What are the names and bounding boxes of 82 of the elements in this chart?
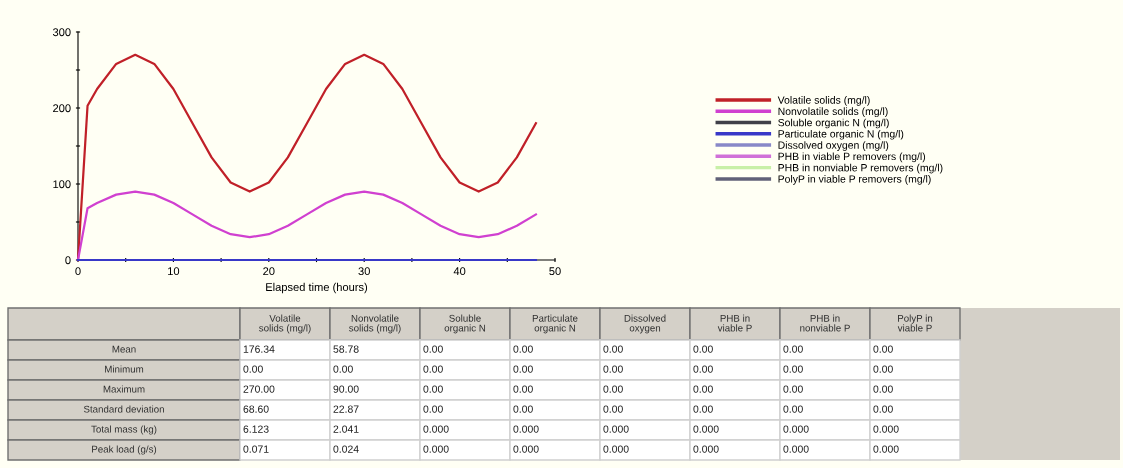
- line-series: [76, 190, 538, 262]
- x-tick-label: 40: [453, 267, 466, 276]
- text: 0.00: [693, 385, 713, 393]
- legend-label: Soluble organic N (mg/l): [778, 118, 889, 129]
- text: 0.000: [603, 425, 629, 433]
- text: 0.00: [783, 405, 803, 413]
- text: 0.000: [603, 445, 629, 453]
- text: 0.000: [783, 425, 809, 433]
- text: 0.00: [873, 385, 893, 393]
- text: Minimum: [105, 365, 144, 373]
- text: Dissolved oxygen: [624, 314, 666, 334]
- text: 68.60: [243, 405, 269, 413]
- text: 0.00: [333, 365, 353, 373]
- text: 0.000: [693, 425, 719, 433]
- text: 0.00: [423, 385, 443, 393]
- text: Soluble organic N: [444, 314, 486, 334]
- text: Maximum: [103, 385, 145, 393]
- text: 90.00: [333, 385, 359, 393]
- text: 58.78: [333, 345, 359, 353]
- y-tick-label: 0: [65, 256, 71, 265]
- text: 6.123: [243, 425, 269, 433]
- x-tick-label: 20: [263, 267, 275, 276]
- text: 0.071: [243, 445, 269, 453]
- text: Volatile solids (mg/l): [259, 314, 311, 334]
- text: 0.000: [423, 445, 449, 453]
- legend-label: PolyP in viable P removers (mg/l): [778, 175, 931, 185]
- text: 0.000: [873, 425, 899, 433]
- text: 0.024: [333, 445, 359, 453]
- x-axis-title: Elapsed time (hours): [266, 282, 368, 294]
- text: 0.00: [423, 365, 443, 373]
- text: Particulate organic N: [532, 314, 578, 334]
- text: 0.00: [693, 345, 713, 353]
- text: Peak load (g/s): [92, 445, 157, 455]
- text: 270.00: [243, 385, 275, 393]
- text: 22.87: [333, 405, 359, 413]
- text: 0.000: [513, 445, 539, 453]
- text: 0.00: [513, 365, 533, 373]
- text: 0.00: [873, 405, 893, 413]
- legend-label: Volatile solids (mg/l): [777, 96, 870, 106]
- text: 0.00: [603, 385, 623, 393]
- text: Mean: [112, 345, 136, 353]
- text: 0.000: [423, 425, 449, 433]
- text: 0.000: [693, 445, 719, 453]
- text: 0.000: [873, 445, 899, 453]
- text: 0.00: [513, 405, 533, 413]
- text: 0.00: [243, 365, 263, 373]
- x-tick-label: 0: [75, 267, 81, 276]
- x-tick-label: 10: [168, 267, 180, 276]
- text: 0.00: [693, 365, 713, 373]
- text: PHB in viable P: [717, 314, 752, 332]
- text: 0.00: [513, 345, 533, 353]
- text: 0.00: [783, 365, 803, 373]
- text: 0.00: [873, 345, 893, 353]
- x-tick-label: 30: [358, 267, 370, 276]
- text: 0.00: [873, 365, 893, 373]
- text: 0.00: [693, 405, 713, 413]
- text: 0.00: [783, 385, 803, 393]
- text: 0.00: [603, 405, 623, 413]
- text: 0.00: [783, 345, 803, 353]
- text: 0.00: [423, 405, 443, 413]
- y-tick-label: 100: [53, 180, 71, 189]
- text: PolyP in viable P: [897, 314, 933, 332]
- y-tick-label: 300: [52, 28, 71, 37]
- legend-label: PHB in nonviable P removers (mg/l): [778, 163, 943, 174]
- text: 176.34: [243, 345, 275, 353]
- text: Nonvolatile solids (mg/l): [349, 314, 401, 334]
- text: 0.00: [603, 345, 623, 353]
- text: 0.00: [603, 365, 623, 373]
- x-tick-label: 50: [549, 267, 561, 276]
- text: Standard deviation: [83, 405, 164, 413]
- text: 0.00: [423, 345, 443, 353]
- text: PHB in nonviable P: [800, 314, 850, 332]
- text: Total mass (kg): [91, 425, 157, 435]
- text: 0.000: [513, 425, 539, 433]
- text: 0.000: [783, 445, 809, 453]
- legend-label: PHB in viable P removers (mg/l): [778, 152, 926, 163]
- legend-label: Dissolved oxygen (mg/l): [778, 141, 889, 151]
- text: 0.00: [513, 385, 533, 393]
- y-tick-label: 200: [53, 104, 71, 113]
- legend-label: Nonvolatile solids (mg/l): [778, 107, 888, 118]
- legend-label: Particulate organic N (mg/l): [778, 129, 904, 140]
- text: 2.041: [333, 425, 359, 433]
